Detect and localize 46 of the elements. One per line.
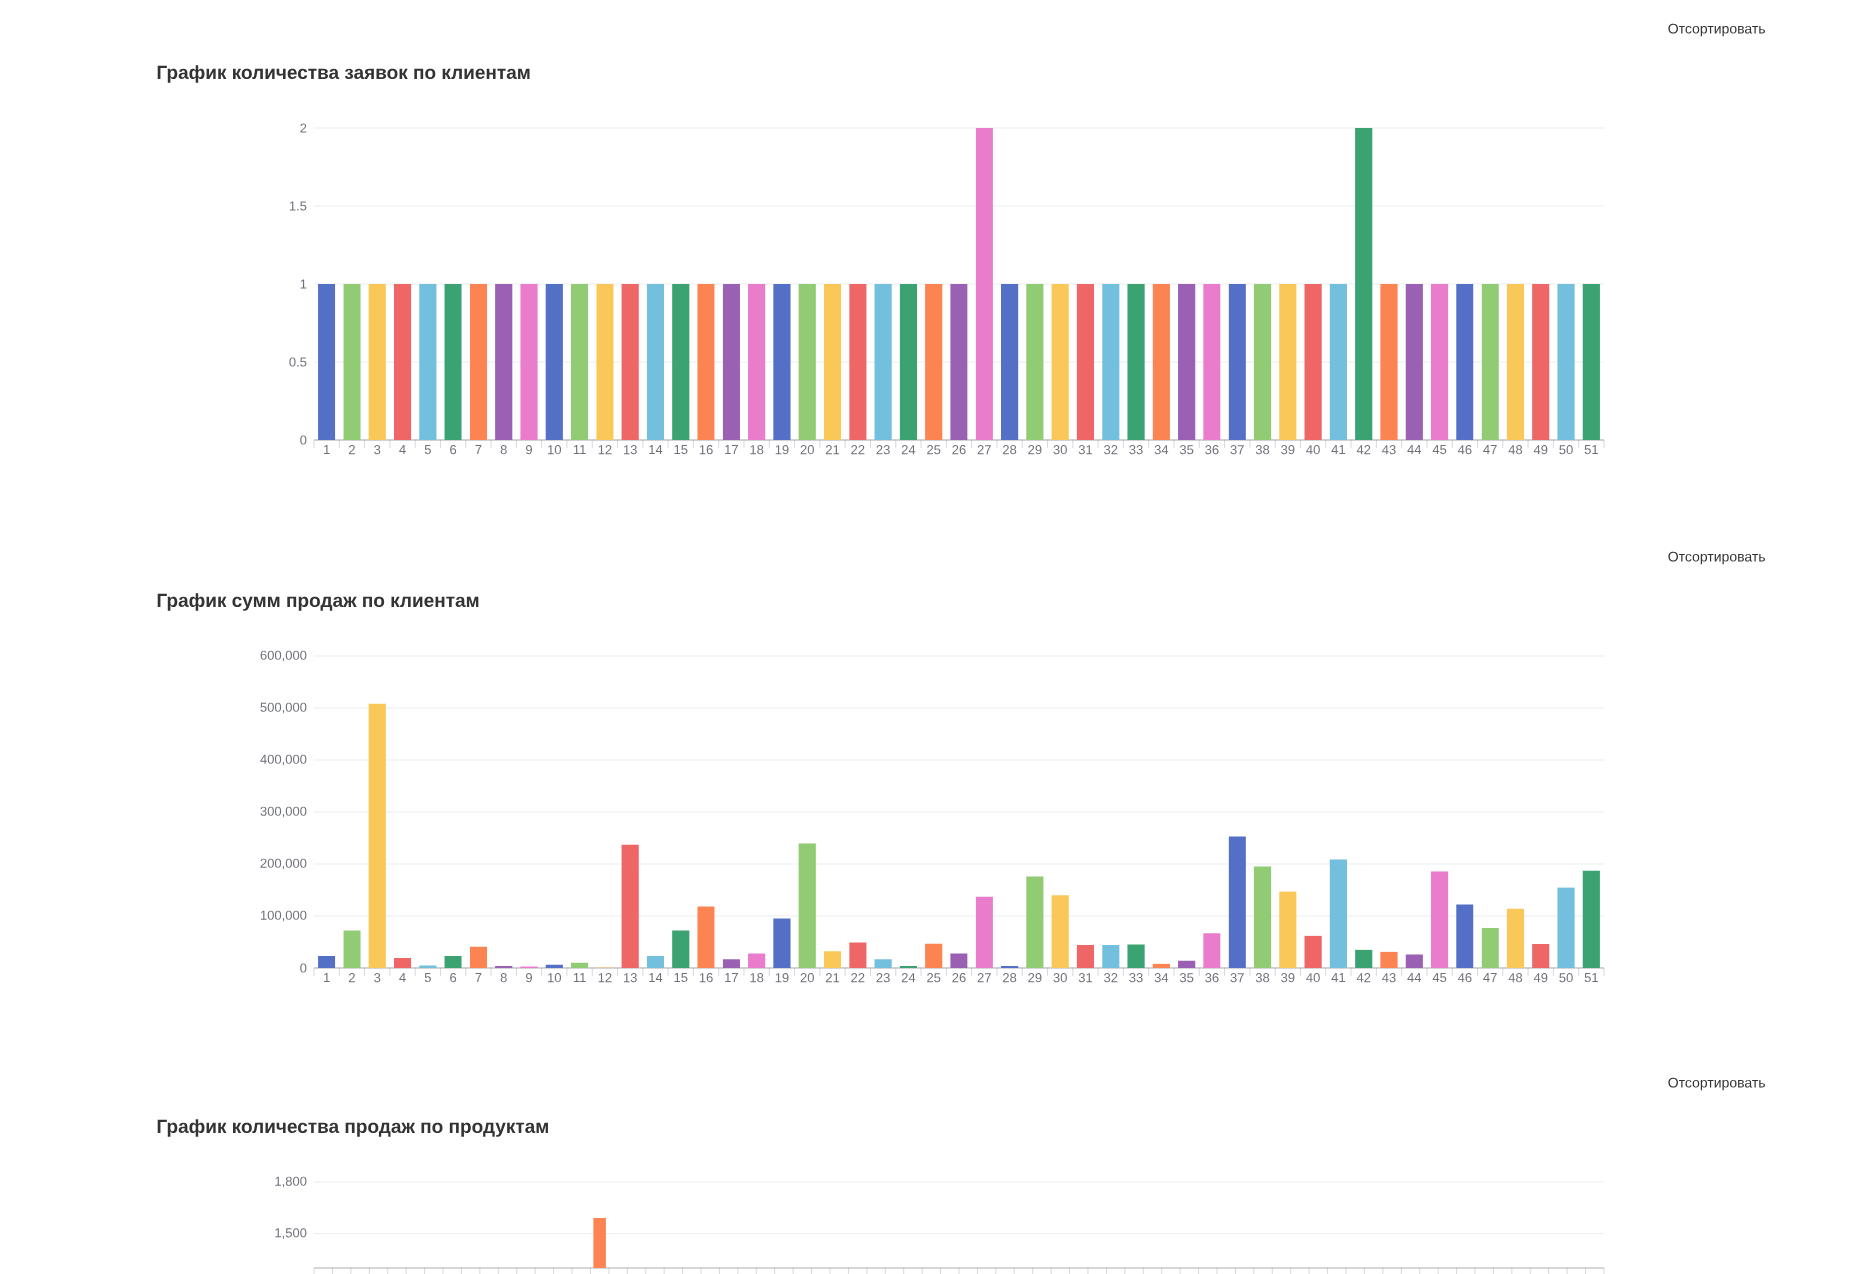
bar	[1506, 908, 1525, 968]
bar	[1456, 904, 1474, 968]
bar	[1304, 935, 1322, 968]
bar	[1557, 887, 1575, 968]
bar	[849, 942, 867, 968]
bar	[823, 951, 842, 968]
bar	[697, 906, 715, 968]
bar	[343, 930, 361, 968]
bar	[874, 959, 892, 968]
bar	[1127, 944, 1145, 968]
bar	[1380, 951, 1398, 968]
bar	[469, 946, 488, 968]
bar	[646, 956, 665, 968]
bar	[1228, 836, 1246, 968]
chart-title: График сумм продаж по клиентам	[157, 593, 479, 611]
bar	[318, 956, 336, 968]
bar	[1253, 866, 1272, 968]
bar	[925, 943, 943, 968]
bar	[722, 959, 740, 968]
bar	[368, 703, 386, 968]
bar	[621, 844, 639, 968]
chart-title: График количества заявок по клиентам	[157, 65, 530, 83]
bar	[393, 958, 412, 968]
bar	[1481, 927, 1499, 968]
bar	[1582, 870, 1600, 968]
bar	[1355, 949, 1373, 968]
bar	[1026, 876, 1044, 968]
bar	[773, 918, 791, 968]
bar	[571, 962, 589, 968]
bar	[1178, 960, 1196, 968]
bar	[1405, 954, 1423, 968]
bar	[975, 896, 993, 968]
bar	[1203, 933, 1221, 968]
bar	[672, 930, 690, 968]
bar	[1076, 945, 1095, 968]
bar	[1051, 895, 1069, 968]
bar	[950, 953, 968, 968]
bar	[1279, 891, 1297, 968]
bar	[1102, 945, 1120, 968]
bar	[1532, 944, 1550, 968]
bar	[748, 953, 766, 968]
bar	[1329, 859, 1347, 968]
bar	[444, 956, 462, 968]
chart-title: График количества продаж по продуктам	[157, 1119, 548, 1137]
bar	[798, 843, 816, 968]
bar	[1430, 871, 1449, 968]
